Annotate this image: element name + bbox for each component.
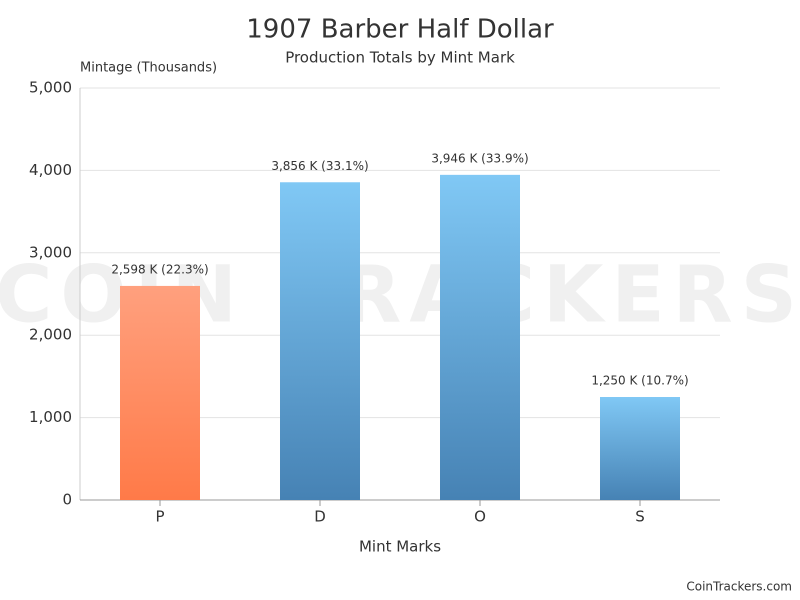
chart-title: 1907 Barber Half Dollar (246, 15, 554, 45)
credit: CoinTrackers.com (686, 580, 792, 594)
bar (120, 286, 200, 500)
x-tick-label: S (635, 508, 645, 526)
value-label: 3,946 K (33.9%) (431, 151, 528, 165)
value-label: 1,250 K (10.7%) (591, 374, 688, 388)
y-tick-label: 4,000 (29, 161, 72, 179)
y-tick-label: 1,000 (29, 408, 72, 426)
x-tick-label: D (314, 508, 326, 526)
bar (600, 397, 680, 500)
value-label: 2,598 K (22.3%) (111, 262, 208, 276)
chart-subtitle: Production Totals by Mint Mark (285, 49, 515, 67)
x-axis-title: Mint Marks (359, 538, 441, 556)
y-tick-label: 3,000 (29, 243, 72, 261)
y-tick-label: 0 (62, 491, 72, 509)
y-axis-title: Mintage (Thousands) (80, 61, 217, 76)
y-tick-label: 2,000 (29, 326, 72, 344)
y-tick-label: 5,000 (29, 79, 72, 97)
bar (440, 175, 520, 500)
x-tick-label: O (474, 508, 486, 526)
x-tick-label: P (155, 508, 164, 526)
bar (280, 182, 360, 500)
value-label: 3,856 K (33.1%) (271, 159, 368, 173)
